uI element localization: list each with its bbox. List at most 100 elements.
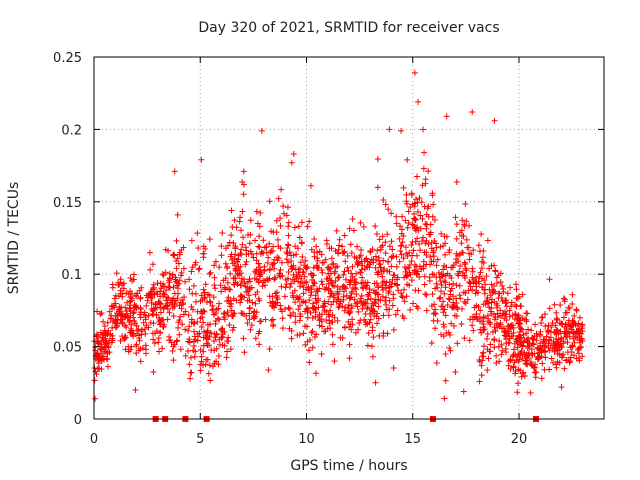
data-point [424, 205, 431, 212]
data-point [355, 308, 362, 315]
data-point [491, 117, 498, 124]
data-point [523, 310, 530, 317]
data-point [96, 355, 103, 362]
data-point [303, 278, 310, 285]
data-point [131, 318, 138, 325]
data-point [279, 315, 286, 322]
data-point [336, 303, 343, 310]
data-point [256, 223, 263, 230]
data-point [480, 259, 487, 266]
data-point [169, 301, 176, 308]
data-point [175, 319, 182, 326]
data-point [389, 302, 396, 309]
data-point [278, 186, 285, 193]
data-point [280, 203, 287, 210]
data-point [213, 358, 220, 365]
data-point [230, 240, 237, 247]
data-point [307, 182, 314, 189]
data-point [224, 309, 231, 316]
data-point [237, 250, 244, 257]
data-point [506, 339, 513, 346]
data-point [342, 258, 349, 265]
data-point [98, 358, 105, 365]
data-point [326, 245, 333, 252]
data-point [380, 333, 387, 340]
data-point [371, 299, 378, 306]
data-point [466, 279, 473, 286]
data-point [300, 298, 307, 305]
data-point [532, 369, 539, 376]
data-point [243, 258, 250, 265]
data-point [437, 294, 444, 301]
data-point [353, 255, 360, 262]
data-point [346, 295, 353, 302]
data-point [353, 270, 360, 277]
data-point [339, 334, 346, 341]
data-point [516, 335, 523, 342]
data-point [465, 244, 472, 251]
data-point [521, 336, 528, 343]
data-point [547, 334, 554, 341]
data-point [562, 321, 569, 328]
data-point [346, 355, 353, 362]
data-point [414, 173, 421, 180]
data-point [397, 248, 404, 255]
data-point [570, 352, 577, 359]
chart-title: Day 320 of 2021, SRMTID for receiver vac… [198, 20, 499, 36]
data-point [239, 293, 246, 300]
data-point [255, 243, 262, 250]
data-point [383, 301, 390, 308]
data-point [335, 249, 342, 256]
data-point [182, 278, 189, 285]
data-point [188, 237, 195, 244]
data-point [246, 276, 253, 283]
data-point [228, 207, 235, 214]
data-point [420, 234, 427, 241]
data-point [304, 314, 311, 321]
data-point [477, 326, 484, 333]
data-point [91, 365, 98, 372]
data-point [102, 339, 109, 346]
data-point [265, 367, 272, 374]
data-point [198, 156, 205, 163]
data-point [170, 357, 177, 364]
data-point [155, 339, 162, 346]
data-point [339, 243, 346, 250]
data-point [266, 266, 273, 273]
data-point [124, 299, 131, 306]
data-point [405, 219, 412, 226]
data-point [228, 307, 235, 314]
data-point [316, 322, 323, 329]
data-point [269, 261, 276, 268]
data-point [399, 294, 406, 301]
data-point [141, 309, 148, 316]
data-point [427, 261, 434, 268]
data-point [477, 269, 484, 276]
data-point [326, 317, 333, 324]
data-point [243, 288, 250, 295]
data-point [350, 227, 357, 234]
data-point [429, 291, 436, 298]
data-point [170, 252, 177, 259]
data-point [200, 362, 207, 369]
data-point [341, 323, 348, 330]
data-point [235, 264, 242, 271]
data-point [130, 271, 137, 278]
data-point [370, 334, 377, 341]
data-point [563, 309, 570, 316]
data-point [176, 277, 183, 284]
data-point [400, 255, 407, 262]
data-point [291, 224, 298, 231]
data-point [186, 339, 193, 346]
data-point [340, 288, 347, 295]
data-point [381, 266, 388, 273]
data-point [442, 279, 449, 286]
data-point [106, 349, 113, 356]
data-point [395, 287, 402, 294]
data-point [423, 237, 430, 244]
data-point [150, 336, 157, 343]
data-point [564, 349, 571, 356]
data-point [396, 235, 403, 242]
data-point [485, 355, 492, 362]
data-point [402, 217, 409, 224]
